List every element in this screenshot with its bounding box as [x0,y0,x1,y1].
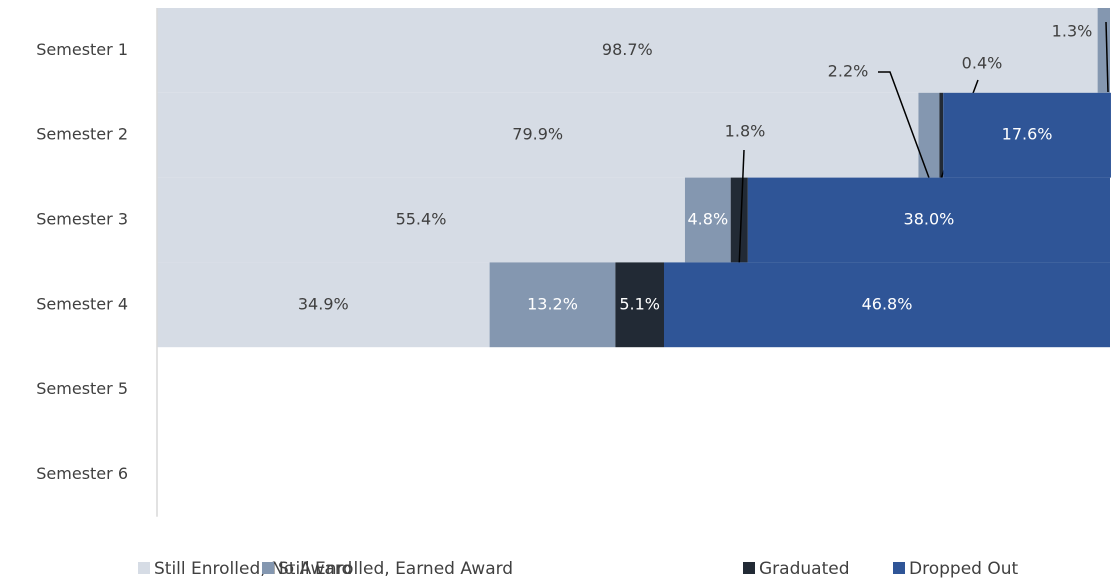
data-label: 5.1% [619,294,660,313]
legend-label: Dropped Out [909,559,1018,579]
leader-line [738,149,745,263]
bar-segment [157,262,490,348]
bar-segment [939,92,944,178]
bar-segment [684,177,731,263]
data-label: 0.4% [962,54,1003,73]
leader-line [1105,21,1109,93]
bar-segment [663,262,1110,348]
bar-segment [157,177,685,263]
data-label: 2.2% [828,62,869,81]
legend-label: Still Enrolled, No Award [154,559,352,579]
bar-segment [615,262,664,348]
data-label: 4.8% [688,210,729,229]
legend-label: Graduated [759,559,849,579]
legend-label: Still Enrolled, Earned Award [278,559,513,579]
data-label: 46.8% [862,294,913,313]
bar-segment [157,8,1098,93]
legend-swatch [893,562,905,574]
data-label: 38.0% [904,210,955,229]
data-label: 1.8% [725,122,766,141]
legend-swatch [262,562,274,574]
data-label: 98.7% [602,40,653,59]
bar-segment [747,177,1110,263]
y-tick-label: Semester 6 [36,464,128,483]
y-tick-label: Semester 3 [36,210,128,229]
y-tick-label: Semester 4 [36,294,128,313]
data-label: 79.9% [512,125,563,144]
bar-segment [943,92,1111,178]
legend-swatch [138,562,150,574]
y-tick-label: Semester 1 [36,40,128,59]
y-tick-label: Semester 5 [36,379,128,398]
bar-segment [157,92,919,178]
data-label: 55.4% [396,210,447,229]
bar-segment [918,92,940,178]
data-label: 1.3% [1052,22,1093,41]
bar-segment [730,177,748,263]
leader-line [878,71,930,178]
y-tick-label: Semester 2 [36,125,128,144]
data-label: 13.2% [527,294,578,313]
data-label: 17.6% [1002,125,1053,144]
legend-swatch [743,562,755,574]
bar-segment [489,262,616,348]
data-label: 34.9% [298,294,349,313]
